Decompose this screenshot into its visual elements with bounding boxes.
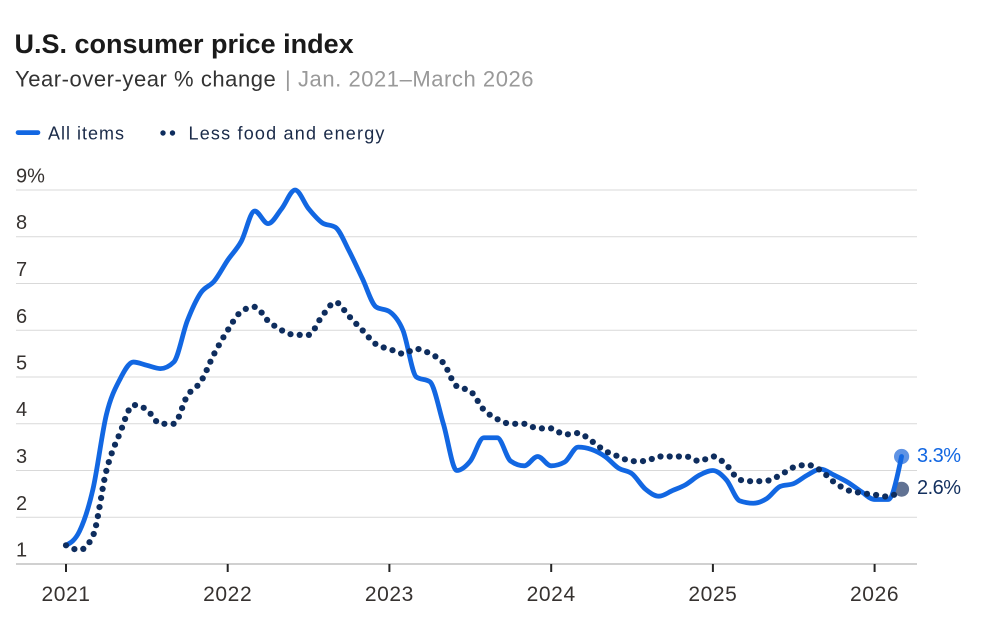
svg-text:9%: 9%: [16, 166, 45, 188]
svg-text:2: 2: [16, 493, 27, 515]
svg-text:2024: 2024: [527, 583, 576, 606]
svg-text:4: 4: [16, 399, 27, 421]
svg-text:Less food and energy: Less food and energy: [189, 124, 386, 144]
svg-text:7: 7: [16, 259, 27, 281]
svg-text:2.6%: 2.6%: [917, 477, 961, 499]
svg-text:2026: 2026: [850, 583, 899, 606]
svg-text:2022: 2022: [203, 583, 252, 606]
svg-text:8: 8: [16, 212, 27, 234]
svg-text:U.S. consumer price index: U.S. consumer price index: [15, 29, 354, 59]
svg-text:All items: All items: [48, 124, 125, 144]
svg-text:5: 5: [16, 353, 27, 375]
svg-text:2023: 2023: [365, 583, 414, 606]
svg-text:6: 6: [16, 306, 27, 328]
svg-text:2021: 2021: [41, 583, 90, 606]
svg-text:|: |: [285, 67, 291, 92]
svg-text:1: 1: [16, 540, 27, 562]
svg-text:3: 3: [16, 446, 27, 468]
svg-text:3.3%: 3.3%: [917, 445, 961, 467]
svg-text:2025: 2025: [688, 583, 737, 606]
svg-text:Jan. 2021–March 2026: Jan. 2021–March 2026: [298, 67, 534, 92]
svg-text:Year-over-year % change: Year-over-year % change: [15, 67, 276, 92]
